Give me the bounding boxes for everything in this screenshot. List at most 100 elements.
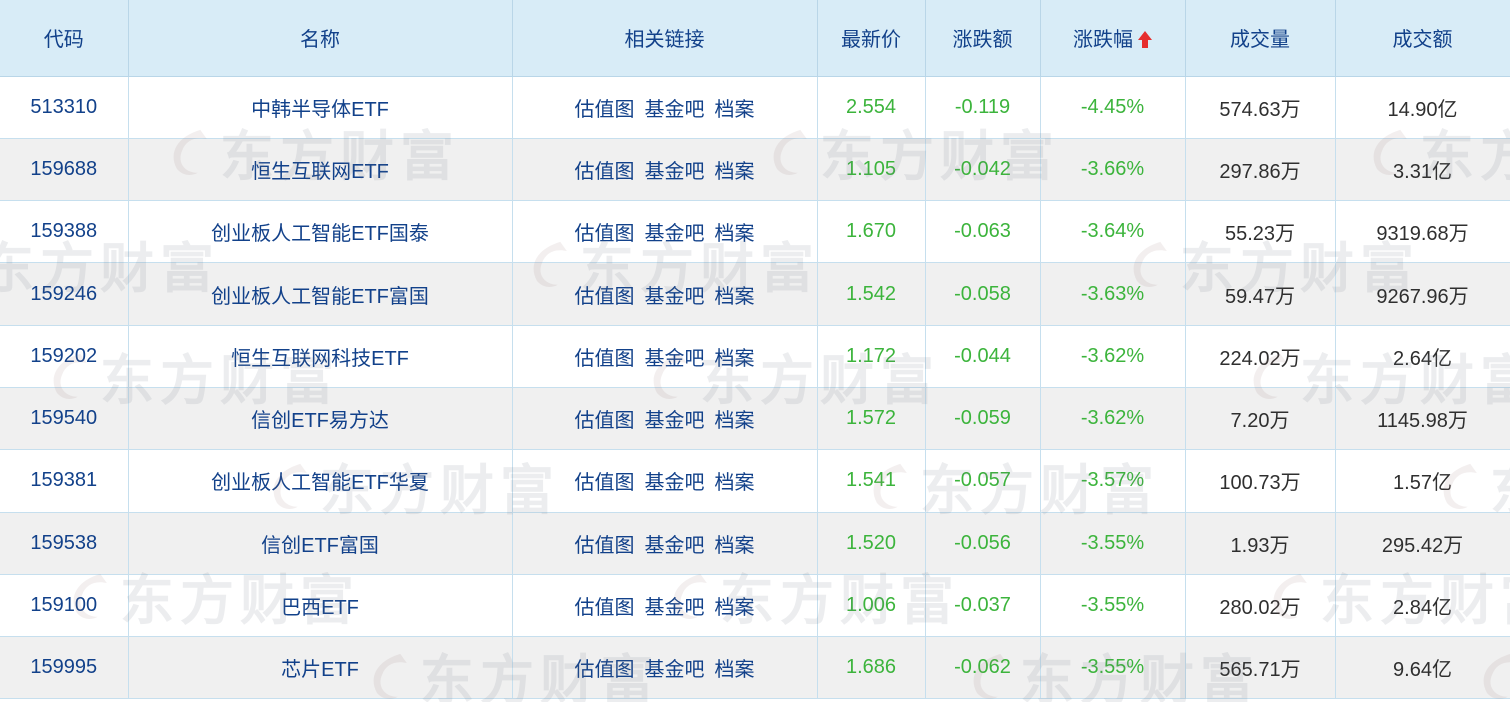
archive-link[interactable]: 档案 xyxy=(714,98,755,121)
header-change[interactable]: 涨跌额 xyxy=(924,0,1041,77)
latest-price: 1.541 xyxy=(816,449,926,513)
etf-name-link[interactable]: 中韩半导体ETF xyxy=(127,75,513,139)
latest-price: 1.172 xyxy=(816,324,926,388)
archive-link[interactable]: 档案 xyxy=(714,285,755,308)
header-name[interactable]: 名称 xyxy=(127,0,513,77)
turnover: 1145.98万 xyxy=(1334,386,1510,451)
archive-link[interactable]: 档案 xyxy=(714,597,755,620)
etf-code-link[interactable]: 159538 xyxy=(0,511,129,575)
valuation-chart-link[interactable]: 估值图 xyxy=(574,98,635,121)
archive-link[interactable]: 档案 xyxy=(714,659,755,682)
volume: 100.73万 xyxy=(1184,449,1336,513)
valuation-chart-link[interactable]: 估值图 xyxy=(574,472,635,495)
change-amount: -0.056 xyxy=(924,511,1041,575)
archive-link[interactable]: 档案 xyxy=(714,410,755,433)
etf-code-link[interactable]: 159688 xyxy=(0,137,129,202)
volume: 7.20万 xyxy=(1184,386,1336,451)
etf-name-link[interactable]: 创业板人工智能ETF富国 xyxy=(127,262,513,326)
etf-name-link[interactable]: 恒生互联网ETF xyxy=(127,137,513,202)
latest-price: 1.006 xyxy=(816,573,926,638)
change-percent: -3.62% xyxy=(1039,324,1186,388)
valuation-chart-link[interactable]: 估值图 xyxy=(574,285,635,308)
change-percent: -3.57% xyxy=(1039,449,1186,513)
volume: 297.86万 xyxy=(1184,137,1336,202)
fund-bar-link[interactable]: 基金吧 xyxy=(644,223,705,246)
etf-code-link[interactable]: 159381 xyxy=(0,449,129,513)
valuation-chart-link[interactable]: 估值图 xyxy=(574,347,635,370)
etf-code-link[interactable]: 159246 xyxy=(0,262,129,326)
etf-name-link[interactable]: 信创ETF富国 xyxy=(127,511,513,575)
table-row: 159202 恒生互联网科技ETF 估值图 基金吧 档案 1.172 -0.044 … xyxy=(0,324,1510,388)
fund-bar-link[interactable]: 基金吧 xyxy=(644,347,705,370)
related-links-cell: 估值图 基金吧 档案 xyxy=(511,75,818,139)
table-row: 159540 信创ETF易方达 估值图 基金吧 档案 1.572 -0.059 -3… xyxy=(0,386,1510,451)
table-row: 159246 创业板人工智能ETF富国 估值图 基金吧 档案 1.542 -0.05… xyxy=(0,262,1510,326)
change-percent: -3.55% xyxy=(1039,573,1186,638)
etf-name-link[interactable]: 创业板人工智能ETF华夏 xyxy=(127,449,513,513)
turnover: 295.42万 xyxy=(1334,511,1510,575)
header-volume[interactable]: 成交量 xyxy=(1184,0,1336,77)
table-body: 513310 中韩半导体ETF 估值图 基金吧 档案 2.554 -0.119 -4… xyxy=(0,75,1510,700)
table-row: 159538 信创ETF富国 估值图 基金吧 档案 1.520 -0.056 -3.… xyxy=(0,511,1510,575)
turnover: 2.64亿 xyxy=(1334,324,1510,388)
etf-name-link[interactable]: 恒生互联网科技ETF xyxy=(127,324,513,388)
fund-bar-link[interactable]: 基金吧 xyxy=(644,472,705,495)
etf-code-link[interactable]: 159995 xyxy=(0,636,129,700)
table-row: 159388 创业板人工智能ETF国泰 估值图 基金吧 档案 1.670 -0.06… xyxy=(0,200,1510,264)
etf-name-link[interactable]: 信创ETF易方达 xyxy=(127,386,513,451)
change-percent: -3.55% xyxy=(1039,636,1186,700)
table-row: 159381 创业板人工智能ETF华夏 估值图 基金吧 档案 1.541 -0.05… xyxy=(0,449,1510,513)
change-amount: -0.062 xyxy=(924,636,1041,700)
etf-name-link[interactable]: 巴西ETF xyxy=(127,573,513,638)
sort-arrow-up-icon xyxy=(1138,31,1152,49)
volume: 1.93万 xyxy=(1184,511,1336,575)
fund-bar-link[interactable]: 基金吧 xyxy=(644,160,705,183)
fund-bar-link[interactable]: 基金吧 xyxy=(644,410,705,433)
archive-link[interactable]: 档案 xyxy=(714,347,755,370)
volume: 224.02万 xyxy=(1184,324,1336,388)
etf-code-link[interactable]: 159100 xyxy=(0,573,129,638)
change-percent: -3.62% xyxy=(1039,386,1186,451)
change-amount: -0.042 xyxy=(924,137,1041,202)
archive-link[interactable]: 档案 xyxy=(714,223,755,246)
archive-link[interactable]: 档案 xyxy=(714,472,755,495)
etf-code-link[interactable]: 159202 xyxy=(0,324,129,388)
archive-link[interactable]: 档案 xyxy=(714,160,755,183)
valuation-chart-link[interactable]: 估值图 xyxy=(574,534,635,557)
volume: 565.71万 xyxy=(1184,636,1336,700)
valuation-chart-link[interactable]: 估值图 xyxy=(574,410,635,433)
turnover: 9267.96万 xyxy=(1334,262,1510,326)
valuation-chart-link[interactable]: 估值图 xyxy=(574,597,635,620)
valuation-chart-link[interactable]: 估值图 xyxy=(574,223,635,246)
change-percent: -3.63% xyxy=(1039,262,1186,326)
fund-bar-link[interactable]: 基金吧 xyxy=(644,597,705,620)
header-code[interactable]: 代码 xyxy=(0,0,129,77)
fund-bar-link[interactable]: 基金吧 xyxy=(644,98,705,121)
related-links-cell: 估值图 基金吧 档案 xyxy=(511,573,818,638)
table-row: 159100 巴西ETF 估值图 基金吧 档案 1.006 -0.037 -3.55… xyxy=(0,573,1510,638)
valuation-chart-link[interactable]: 估值图 xyxy=(574,659,635,682)
related-links-cell: 估值图 基金吧 档案 xyxy=(511,324,818,388)
fund-bar-link[interactable]: 基金吧 xyxy=(644,659,705,682)
header-amount[interactable]: 成交额 xyxy=(1334,0,1510,77)
archive-link[interactable]: 档案 xyxy=(714,534,755,557)
change-percent: -4.45% xyxy=(1039,75,1186,139)
volume: 280.02万 xyxy=(1184,573,1336,638)
etf-code-link[interactable]: 159388 xyxy=(0,200,129,264)
etf-name-link[interactable]: 创业板人工智能ETF国泰 xyxy=(127,200,513,264)
etf-code-link[interactable]: 159540 xyxy=(0,386,129,451)
valuation-chart-link[interactable]: 估值图 xyxy=(574,160,635,183)
fund-bar-link[interactable]: 基金吧 xyxy=(644,285,705,308)
turnover: 9.64亿 xyxy=(1334,636,1510,700)
change-amount: -0.044 xyxy=(924,324,1041,388)
change-amount: -0.057 xyxy=(924,449,1041,513)
table-row: 159688 恒生互联网ETF 估值图 基金吧 档案 1.105 -0.042 -3… xyxy=(0,137,1510,202)
fund-bar-link[interactable]: 基金吧 xyxy=(644,534,705,557)
header-pct-label: 涨跌幅 xyxy=(1073,29,1133,52)
volume: 574.63万 xyxy=(1184,75,1336,139)
etf-code-link[interactable]: 513310 xyxy=(0,75,129,139)
etf-name-link[interactable]: 芯片ETF xyxy=(127,636,513,700)
header-pct[interactable]: 涨跌幅 xyxy=(1039,0,1186,77)
header-price[interactable]: 最新价 xyxy=(816,0,926,77)
